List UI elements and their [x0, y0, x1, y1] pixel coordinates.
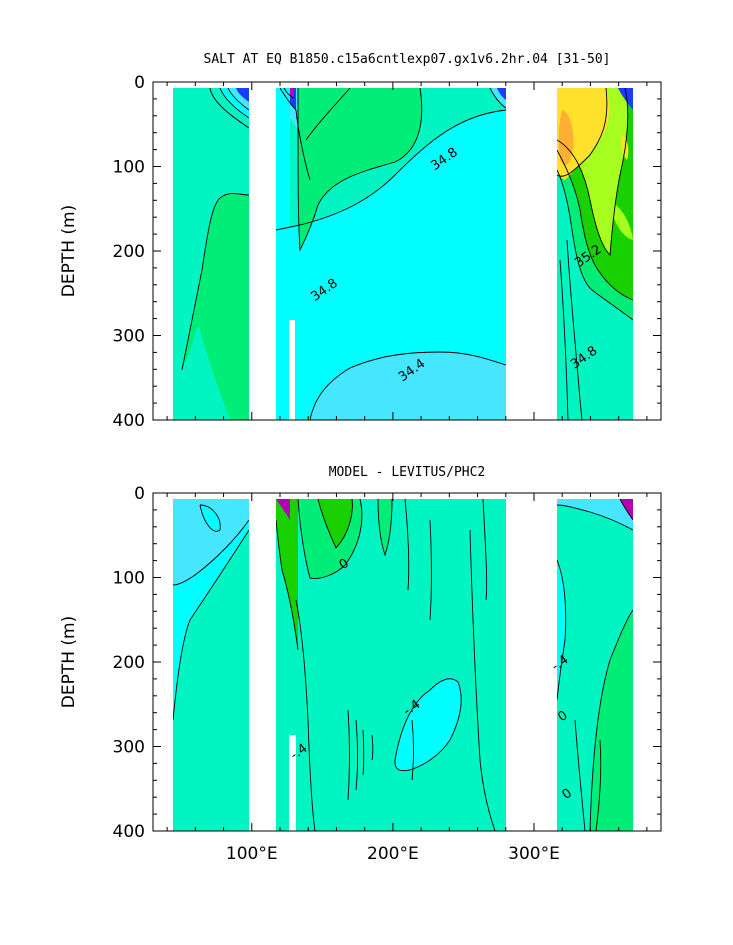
top-contour-line: [556, 87, 608, 177]
bot-contour-line: [589, 609, 634, 831]
bot-fill-pacific-brightgreen: [318, 499, 353, 548]
bottom-y-tick-label: 400: [113, 822, 145, 842]
top-contour-line: [559, 259, 569, 420]
top-fill-pacific-east-deep: [497, 88, 506, 100]
bottom-x-tick-label: 100°E: [226, 844, 278, 864]
top-heatmap-fill: [173, 88, 633, 420]
bot-fill-atlantic-lightblue: [557, 499, 633, 530]
bottom-heatmap-fill: [173, 499, 633, 831]
top-y-axis-label: DEPTH (m): [59, 205, 79, 297]
bottom-x-tick-label: 200°E: [367, 844, 419, 864]
top-contour-line: [305, 87, 351, 141]
top-fill-strip: [276, 88, 290, 420]
bot-contour-line: [394, 678, 462, 772]
bot-contour-line: [347, 709, 350, 801]
top-contour-line: [219, 87, 250, 119]
bot-contour-line: [355, 719, 358, 791]
bot-contour-line: [411, 719, 414, 781]
bot-contour-line: [595, 739, 602, 831]
bot-contour-line: [429, 519, 432, 621]
top-fill-indian-green: [182, 193, 249, 420]
bottom-y-axis: 0 100 200 300 400: [113, 484, 661, 842]
bot-land-americas: [506, 493, 557, 831]
bottom-panel: MODEL - LEVITUS/PHC2: [59, 465, 662, 864]
bottom-x-axis: 100°E 200°E 300°E: [166, 493, 648, 864]
top-contour-line: [279, 87, 297, 111]
bot-contour-line: [556, 504, 634, 531]
bot-contour-line: [199, 504, 221, 532]
top-contour-line: [275, 109, 507, 231]
bottom-y-tick-label: 100: [113, 569, 145, 589]
top-land-americas: [506, 82, 557, 420]
bottom-y-tick-label: 200: [113, 653, 145, 673]
top-contour-line: [209, 87, 250, 129]
bot-contour-line: [295, 599, 316, 831]
bot-contour-line: [404, 498, 410, 591]
bot-contour-line: [377, 498, 393, 557]
bot-contour-line: [619, 498, 634, 521]
top-fill-atlantic-east-blue: [618, 88, 633, 110]
top-x-axis-ticks: [166, 82, 648, 420]
bottom-y-tick-label: 300: [113, 738, 145, 758]
top-contour-line: [309, 351, 507, 420]
top-contour-line: [556, 169, 634, 321]
bot-fill-pacific-west-magenta: [276, 499, 290, 520]
top-chart-title: SALT AT EQ B1850.c15a6cntlexp07.gx1v6.2h…: [204, 52, 611, 67]
top-y-tick-label: 0: [134, 73, 145, 93]
top-contour-line: [181, 193, 250, 371]
bot-fill-pacific-west-green: [276, 499, 298, 650]
bottom-y-tick-label: 0: [134, 484, 145, 504]
bot-contour-line: [317, 498, 353, 549]
top-fill-pacific-lightblue: [310, 352, 506, 420]
top-contour-line: [295, 109, 311, 181]
bottom-contours: [172, 498, 634, 831]
top-y-axis: 0 100 200 300 400: [113, 73, 661, 431]
bot-contour-line: [482, 498, 488, 601]
bot-contour-line: [556, 559, 567, 701]
bot-contour-line: [275, 519, 299, 651]
bot-fill-pacific-cyan: [394, 678, 462, 771]
top-y-tick-label: 200: [113, 242, 145, 262]
bot-fill-indian-lightblue: [173, 499, 249, 585]
bot-land-strip-gap: [289, 735, 296, 831]
bot-contour-line: [362, 729, 365, 776]
top-contour-line: [227, 87, 250, 111]
bot-fill-indian-patch: [200, 505, 221, 532]
top-y-tick-label: 100: [113, 158, 145, 178]
top-panel: SALT AT EQ B1850.c15a6cntlexp07.gx1v6.2h…: [59, 52, 662, 431]
bot-contour-line: [297, 498, 363, 579]
bot-land-maritime-continent: [249, 493, 276, 831]
top-y-tick-label: 300: [113, 327, 145, 347]
bot-contour-line: [574, 719, 586, 831]
top-contour-line: [556, 87, 629, 257]
top-land-maritime-continent: [249, 82, 276, 420]
top-contour-line: [566, 239, 583, 420]
top-contours: [181, 87, 634, 420]
top-y-tick-label: 400: [113, 411, 145, 431]
bot-contour-line: [371, 734, 374, 761]
bottom-x-tick-label: 300°E: [508, 844, 560, 864]
bottom-y-axis-label: DEPTH (m): [59, 616, 79, 708]
bottom-chart-title: MODEL - LEVITUS/PHC2: [329, 465, 486, 480]
bot-contour-line: [469, 529, 496, 831]
top-contour-line: [283, 87, 295, 99]
top-fill-strip-gap: [289, 320, 295, 420]
bot-contour-line: [172, 529, 250, 721]
top-fill-pacific-green: [298, 88, 422, 250]
bot-fill-atlantic-cyan: [557, 560, 566, 700]
top-fill-indian-blue: [236, 88, 249, 102]
bot-contour-line: [172, 519, 250, 586]
top-contour-line: [297, 87, 423, 252]
top-contour-line: [489, 87, 507, 109]
